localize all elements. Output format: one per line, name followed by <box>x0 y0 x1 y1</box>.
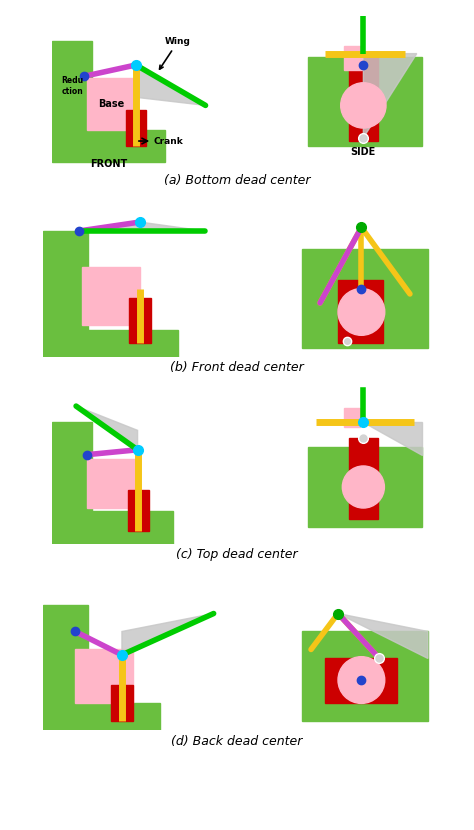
Polygon shape <box>364 54 417 138</box>
Bar <box>128 491 149 530</box>
Text: Crank: Crank <box>154 136 183 145</box>
Bar <box>52 129 165 162</box>
Bar <box>349 438 378 520</box>
Bar <box>52 511 173 544</box>
Bar <box>82 267 140 325</box>
Polygon shape <box>79 222 205 231</box>
Polygon shape <box>364 422 422 455</box>
Bar <box>43 604 88 704</box>
Text: Wing: Wing <box>160 37 191 69</box>
Text: (b) Front dead center: (b) Front dead center <box>170 361 304 374</box>
Circle shape <box>342 466 384 508</box>
Text: Redu
ction: Redu ction <box>61 76 83 95</box>
Bar <box>52 41 92 129</box>
Bar <box>43 704 160 730</box>
Bar <box>344 408 360 427</box>
Text: (c) Top dead center: (c) Top dead center <box>176 548 298 561</box>
Bar <box>75 650 133 704</box>
Polygon shape <box>122 613 214 655</box>
Text: (d) Back dead center: (d) Back dead center <box>171 735 303 748</box>
Polygon shape <box>76 406 137 450</box>
Text: FRONT: FRONT <box>90 159 127 168</box>
Bar <box>87 460 139 508</box>
Bar <box>111 686 133 721</box>
Bar <box>126 110 146 146</box>
Bar <box>87 78 136 129</box>
Bar <box>43 231 88 330</box>
Bar <box>344 46 362 70</box>
Bar <box>43 330 178 357</box>
Polygon shape <box>136 65 206 105</box>
Bar <box>338 280 383 343</box>
Bar <box>326 658 397 704</box>
Bar <box>302 249 428 348</box>
Bar <box>302 632 428 721</box>
Text: Base: Base <box>99 99 125 109</box>
Bar <box>129 297 151 343</box>
Circle shape <box>338 657 385 704</box>
Bar <box>349 52 378 141</box>
Text: SIDE: SIDE <box>351 147 376 157</box>
Bar <box>308 447 422 528</box>
Circle shape <box>341 83 386 128</box>
Bar <box>308 56 422 146</box>
Text: (a) Bottom dead center: (a) Bottom dead center <box>164 174 310 188</box>
Polygon shape <box>338 613 428 658</box>
Bar <box>52 422 92 511</box>
Circle shape <box>338 289 385 335</box>
